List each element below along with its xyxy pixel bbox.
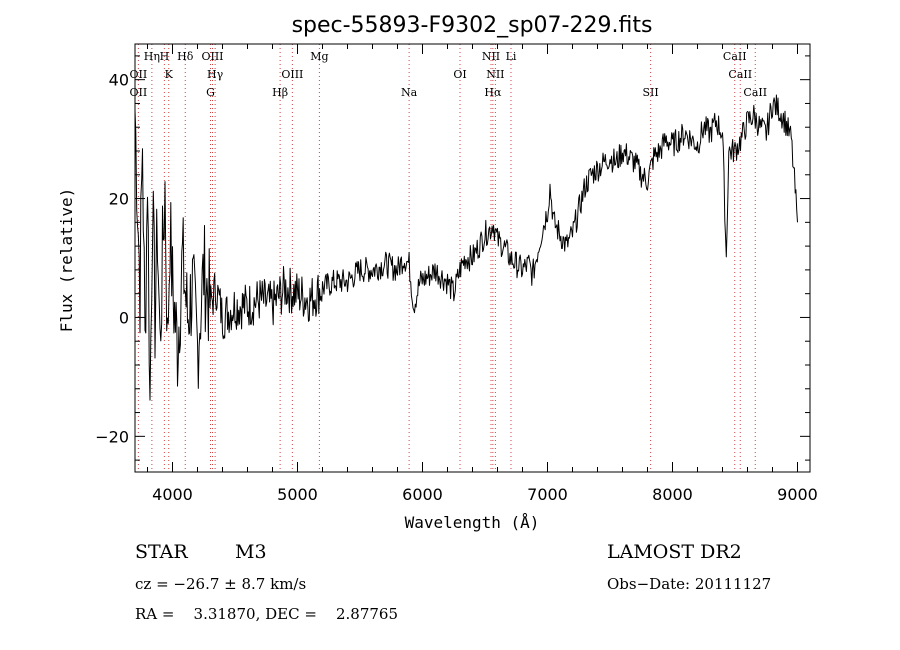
x-axis-label: Wavelength (Å) (405, 513, 540, 532)
spectral-line-label: Li (506, 50, 517, 63)
spectral-line-label: G (206, 86, 215, 99)
spectral-line-label: H (160, 50, 170, 63)
object-class: STAR (135, 541, 188, 563)
spectral-line-label: Na (401, 86, 418, 99)
spectral-line-label: Hη (144, 50, 160, 63)
redshift-velocity: cz = −26.7 ± 8.7 km/s (135, 575, 307, 593)
spectral-line-label: OIII (281, 68, 303, 81)
spectral-line-label: OII (130, 68, 148, 81)
spectral-line-label: NII (486, 68, 504, 81)
y-axis: −20 0 20 40 (95, 55, 810, 461)
x-tick-label: 6000 (402, 485, 443, 504)
x-tick-label: 5000 (277, 485, 318, 504)
spectral-line-label: CaII (743, 86, 767, 99)
y-tick-label: 20 (109, 190, 129, 209)
y-tick-label: 40 (109, 71, 129, 90)
survey-name: LAMOST DR2 (607, 541, 742, 563)
spectrum-line (134, 94, 798, 401)
spectral-line-label: CaII (728, 68, 752, 81)
spectral-line-label: Hα (484, 86, 502, 99)
spectral-line-label: OII (130, 86, 148, 99)
chart-title: spec-55893-F9302_sp07-229.fits (292, 13, 653, 38)
spectrum-series (134, 94, 798, 401)
spectral-line-label: Hδ (177, 50, 194, 63)
spectral-line-label: OI (453, 68, 466, 81)
spectral-line-label: K (165, 68, 174, 81)
spectral-line-label: SII (643, 86, 659, 99)
coordinates: RA = 3.31870, DEC = 2.87765 (135, 605, 398, 623)
observation-date: Obs−Date: 20111127 (607, 575, 772, 593)
x-tick-label: 8000 (652, 485, 693, 504)
x-tick-label: 9000 (777, 485, 818, 504)
spectral-line-label: Hγ (207, 68, 224, 81)
x-tick-label: 4000 (152, 485, 193, 504)
y-tick-label: 0 (119, 308, 129, 327)
spectral-line-label: Hβ (272, 86, 288, 99)
spectral-line-label: CaII (723, 50, 747, 63)
x-tick-label: 7000 (527, 485, 568, 504)
spectral-line-markers (137, 44, 756, 472)
spectral-line-label: Mg (310, 50, 328, 63)
y-axis-label: Flux (relative) (57, 188, 76, 333)
y-tick-label: −20 (95, 427, 129, 446)
x-axis: 4000 5000 6000 7000 8000 9000 (147, 44, 818, 504)
spectral-line-label: OIII (201, 50, 223, 63)
spectral-line-label: NII (482, 50, 500, 63)
object-subclass: M3 (235, 541, 267, 563)
